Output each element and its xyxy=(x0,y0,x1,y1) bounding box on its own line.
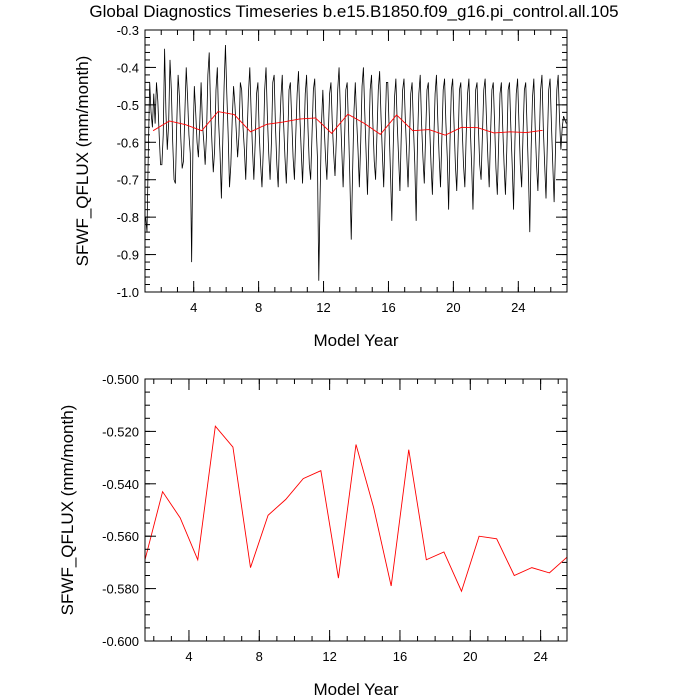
x-axis-title: Model Year xyxy=(313,331,398,350)
y-tick-label: -0.600 xyxy=(102,634,139,649)
y-axis-title: SFWF_QFLUX (mm/month) xyxy=(73,56,92,267)
y-tick-label: -0.3 xyxy=(117,23,139,38)
y-tick-label: -0.7 xyxy=(117,173,139,188)
x-tick-label: 16 xyxy=(381,300,395,315)
y-tick-label: -0.520 xyxy=(102,424,139,439)
y-tick-label: -0.540 xyxy=(102,477,139,492)
x-tick-label: 8 xyxy=(256,649,263,664)
y-tick-label: -0.6 xyxy=(117,135,139,150)
y-tick-label: -0.560 xyxy=(102,529,139,544)
x-tick-label: 20 xyxy=(446,300,460,315)
y-tick-label: -0.4 xyxy=(117,60,139,75)
x-tick-label: 12 xyxy=(322,649,336,664)
y-tick-label: -0.5 xyxy=(117,98,139,113)
chart-title: Global Diagnostics Timeseries b.e15.B185… xyxy=(89,2,618,21)
x-tick-label: 24 xyxy=(533,649,547,664)
x-tick-label: 4 xyxy=(185,649,192,664)
x-tick-label: 20 xyxy=(463,649,477,664)
series-annual-line xyxy=(152,111,543,136)
y-tick-label: -0.8 xyxy=(117,210,139,225)
x-axis-title: Model Year xyxy=(313,680,398,699)
y-tick-label: -1.0 xyxy=(117,285,139,300)
x-tick-label: 4 xyxy=(190,300,197,315)
y-tick-label: -0.500 xyxy=(102,372,139,387)
x-tick-label: 12 xyxy=(316,300,330,315)
top-panel: 4 8 12 16 20 24 -1.0 -0.9 -0.8 -0.7 -0.6 -0.5 -0.4 -0… xyxy=(73,23,568,350)
x-tick-label: 16 xyxy=(393,649,407,664)
plot-frame xyxy=(144,378,568,642)
y-tick-label: -0.9 xyxy=(117,248,139,263)
bottom-panel: 4 8 12 16 20 24 -0.600 -0.580 -0.560 -0.540 -0.520… xyxy=(58,372,568,699)
series-annual-line xyxy=(145,425,567,593)
x-tick-label: 8 xyxy=(255,300,262,315)
y-axis-title: SFWF_QFLUX (mm/month) xyxy=(58,405,77,616)
y-tick-label: -0.580 xyxy=(102,582,139,597)
series-monthly-line xyxy=(145,44,567,281)
x-tick-label: 24 xyxy=(511,300,525,315)
